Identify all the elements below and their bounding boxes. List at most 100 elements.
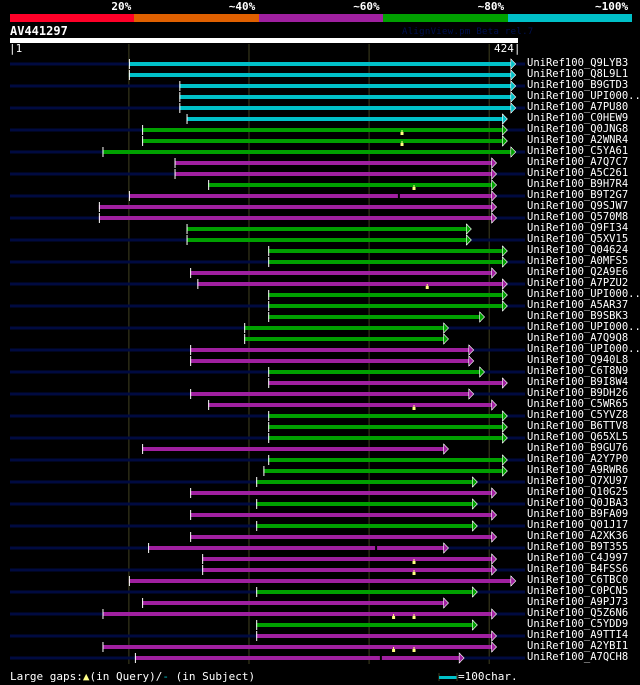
- subject-gap-icon: -: [162, 670, 169, 683]
- hit-arrow: [472, 586, 478, 598]
- hit-arrow: [502, 454, 508, 466]
- hit-arrow: [491, 608, 498, 620]
- hit-bar: [179, 84, 511, 88]
- hit-label[interactable]: UniRef100_Q9FI34: [527, 222, 629, 234]
- hit-label[interactable]: UniRef100_B9T355: [527, 541, 629, 553]
- hit-arrow: [468, 344, 475, 356]
- hit-arrow: [502, 300, 508, 312]
- query-gap-icon: ▲: [82, 670, 90, 683]
- identity-scale-segment: [10, 14, 135, 22]
- hit-bar: [134, 656, 460, 660]
- hit-label[interactable]: UniRef100_B9SBK3: [527, 310, 629, 322]
- hit-label[interactable]: UniRef100_B9GU76: [527, 442, 629, 454]
- query-gap-marker: [425, 286, 429, 289]
- hit-label[interactable]: UniRef100_Q5XV15: [527, 233, 629, 245]
- identity-scale-label: 20%: [111, 0, 132, 13]
- hit-label[interactable]: UniRef100_Q01J17: [527, 519, 629, 531]
- hit-label[interactable]: UniRef100_A5C261: [527, 167, 629, 179]
- hit-bar: [142, 447, 444, 451]
- hit-bar: [190, 513, 492, 517]
- hit-label[interactable]: UniRef100_B6TTV8: [527, 420, 629, 432]
- hit-label[interactable]: UniRef100_C6T8N9: [527, 365, 629, 377]
- hit-label[interactable]: UniRef100_C0PCN5: [527, 585, 629, 597]
- hit-label[interactable]: UniRef100_Q04624: [527, 244, 629, 256]
- hit-arrow: [502, 124, 508, 136]
- hit-label[interactable]: UniRef100_C6TBC0: [527, 574, 629, 586]
- identity-scale-label: ~80%: [477, 0, 505, 13]
- hit-label[interactable]: UniRef100_B9GTD3: [527, 79, 629, 91]
- hit-label[interactable]: UniRef100_Q5Z6N6: [527, 607, 629, 619]
- hit-label[interactable]: UniRef100_A0MFS5: [527, 255, 629, 267]
- hit-label[interactable]: UniRef100_Q940L8: [527, 354, 629, 366]
- hit-label[interactable]: UniRef100_A2XK36: [527, 530, 629, 542]
- hit-bar: [179, 106, 511, 110]
- hit-label[interactable]: UniRef100_A9TTI4: [527, 629, 629, 641]
- hit-bar: [186, 227, 467, 231]
- hit-arrow: [491, 201, 498, 213]
- hit-bar: [128, 579, 511, 583]
- hit-label[interactable]: UniRef100_C5YVZ8: [527, 409, 629, 421]
- hit-arrow: [502, 289, 508, 301]
- hit-arrow: [491, 553, 498, 565]
- query-end-tick: 424|: [494, 42, 521, 55]
- hit-label[interactable]: UniRef100_A9PJ73: [527, 596, 629, 608]
- hit-label[interactable]: UniRef100_B4FSS6: [527, 563, 629, 575]
- hit-label[interactable]: UniRef100_B9FA09: [527, 508, 629, 520]
- hit-arrow: [510, 575, 517, 587]
- hit-label[interactable]: UniRef100_A5AR37: [527, 299, 629, 311]
- hit-label[interactable]: UniRef100_C5YDD9: [527, 618, 629, 630]
- hit-label[interactable]: UniRef100_B9DH26: [527, 387, 629, 399]
- hit-label[interactable]: UniRef100_UPI000..: [527, 321, 640, 333]
- hit-label[interactable]: UniRef100_UPI000..: [527, 90, 640, 102]
- hit-arrow: [491, 179, 498, 191]
- hit-label[interactable]: UniRef100_Q0JBA3: [527, 497, 629, 509]
- hit-arrow: [491, 168, 498, 180]
- hit-label[interactable]: UniRef100_A9RWR6: [527, 464, 629, 476]
- credit-text: AlignView.pm Beta rel.7: [402, 27, 534, 37]
- hit-arrow: [502, 113, 508, 125]
- hit-bar: [102, 150, 511, 154]
- hit-label[interactable]: UniRef100_UPI000..: [527, 343, 640, 355]
- hit-label[interactable]: UniRef100_UPI000..: [527, 288, 640, 300]
- hit-label[interactable]: UniRef100_Q9LYB3: [527, 57, 629, 69]
- subject-gap-marker: [379, 656, 382, 660]
- hit-label[interactable]: UniRef100_A7Q9Q8: [527, 332, 629, 344]
- hit-arrow: [510, 69, 517, 81]
- hit-bar: [268, 293, 503, 297]
- hit-label[interactable]: UniRef100_B9T2G7: [527, 189, 629, 201]
- hit-label[interactable]: UniRef100_C0HEW9: [527, 112, 629, 124]
- hit-bar: [148, 546, 444, 550]
- hit-label[interactable]: UniRef100_A7PU80: [527, 101, 629, 113]
- query-gap-marker: [392, 649, 396, 652]
- hit-label[interactable]: UniRef100_Q7XU97: [527, 475, 629, 487]
- hit-label[interactable]: UniRef100_A2YBI1: [527, 640, 629, 652]
- hit-label[interactable]: UniRef100_A7Q7C7: [527, 156, 629, 168]
- hit-arrow: [443, 322, 449, 334]
- hit-arrow: [502, 245, 508, 257]
- hit-label[interactable]: UniRef100_Q0JNG8: [527, 123, 629, 135]
- hit-label[interactable]: UniRef100_Q2A9E6: [527, 266, 629, 278]
- hit-label[interactable]: UniRef100_B9H7R4: [527, 178, 629, 190]
- subject-gap-marker: [397, 194, 400, 198]
- hit-label[interactable]: UniRef100_Q65XL5: [527, 431, 629, 443]
- hit-label[interactable]: UniRef100_C4J997: [527, 552, 629, 564]
- hit-label[interactable]: UniRef100_C5WR65: [527, 398, 629, 410]
- hit-bar: [256, 480, 473, 484]
- hit-arrow: [443, 542, 449, 554]
- hit-label[interactable]: UniRef100_Q8L9L1: [527, 68, 629, 80]
- hit-label[interactable]: UniRef100_Q9SJW7: [527, 200, 629, 212]
- hit-arrow: [510, 91, 517, 103]
- identity-scale-segment: [258, 14, 384, 22]
- hit-label[interactable]: UniRef100_Q10G25: [527, 486, 629, 498]
- hit-bar: [208, 183, 492, 187]
- hit-label[interactable]: UniRef100_A2WNR4: [527, 134, 629, 146]
- hit-label[interactable]: UniRef100_A7PZU2: [527, 277, 629, 289]
- hit-label[interactable]: UniRef100_A7QCH8: [527, 651, 629, 663]
- hit-arrow: [510, 102, 517, 114]
- hit-label[interactable]: UniRef100_Q570M8: [527, 211, 629, 223]
- hit-arrow: [491, 630, 498, 642]
- hit-label[interactable]: UniRef100_A2Y7P0: [527, 453, 629, 465]
- hit-label[interactable]: UniRef100_B9I8W4: [527, 376, 629, 388]
- legend-prefix: Large gaps:: [10, 670, 83, 683]
- hit-label[interactable]: UniRef100_C5YA61: [527, 145, 629, 157]
